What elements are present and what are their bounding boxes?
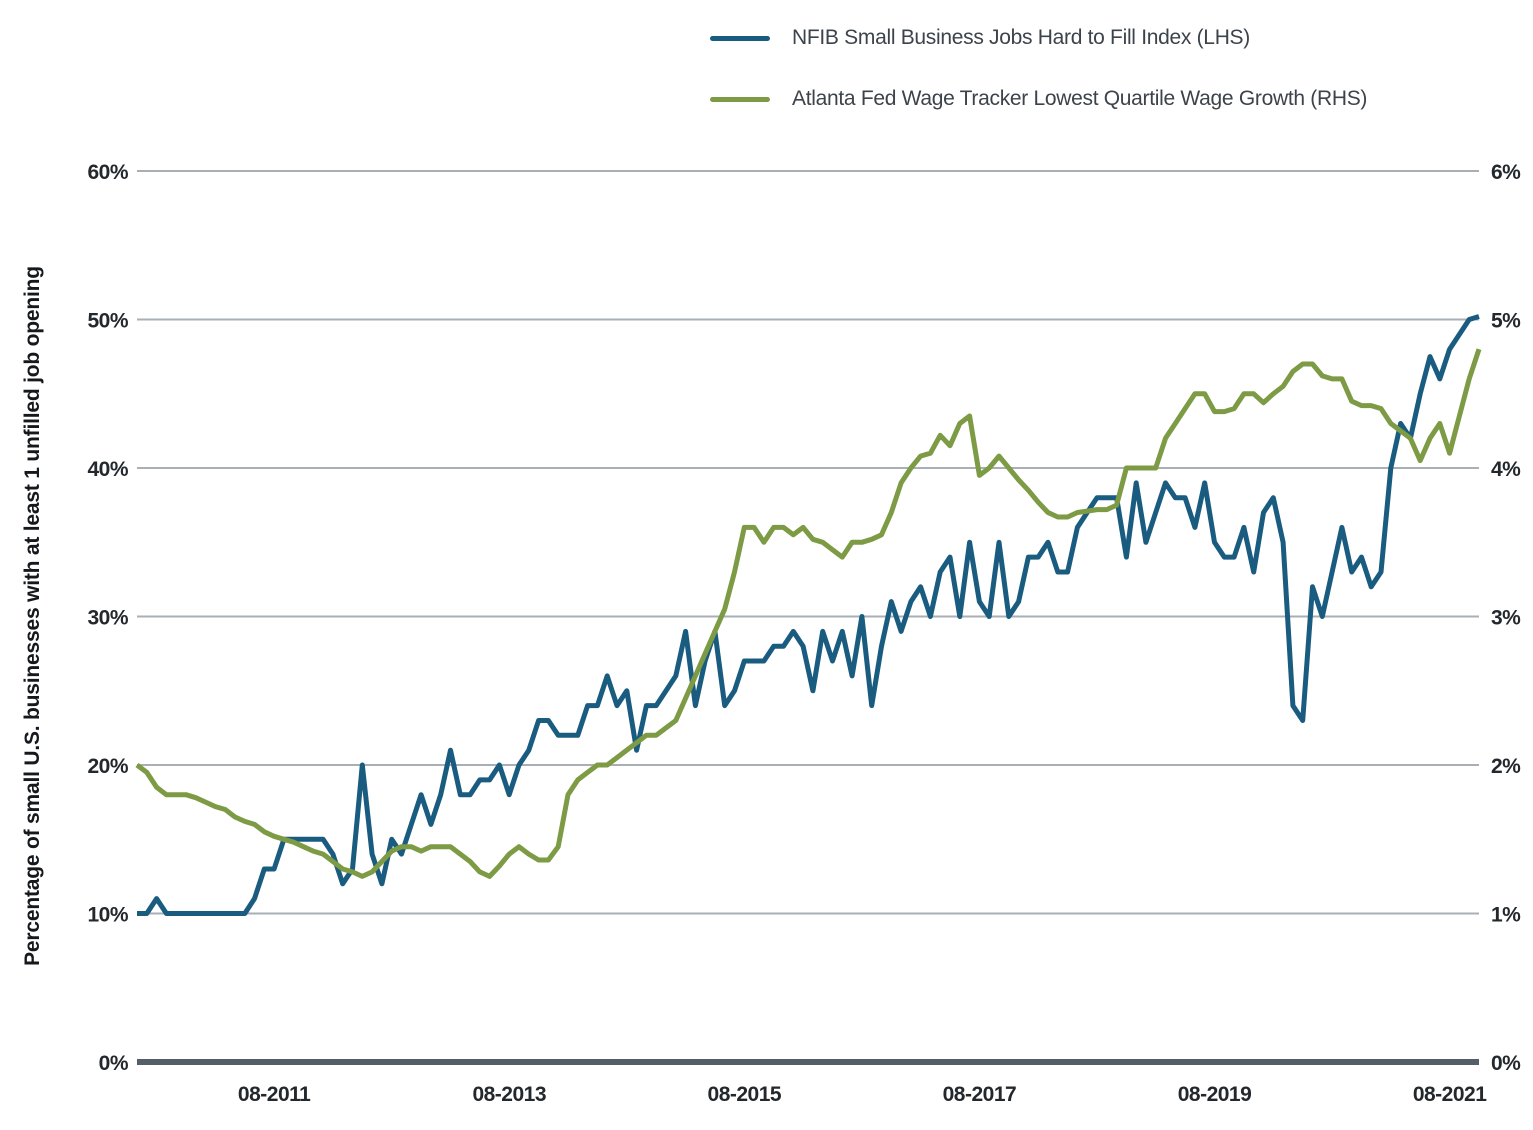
wage-tracker-series-line: [135, 348, 1482, 879]
right-axis-tick-label: 5%: [1491, 310, 1521, 333]
right-axis-tick-label: 3%: [1491, 607, 1521, 630]
right-axis-tick-label: 4%: [1491, 458, 1521, 481]
x-axis-tick-label: 08-2011: [238, 1083, 311, 1106]
right-axis-tick-label: 0%: [1491, 1052, 1521, 1075]
x-axis-tick-label: 08-2019: [1178, 1083, 1252, 1106]
left-axis-tick-label: 10%: [87, 904, 128, 927]
left-axis-tick-label: 30%: [87, 607, 128, 630]
legend-label-nfib: NFIB Small Business Jobs Hard to Fill In…: [792, 26, 1250, 49]
legend-item-nfib: NFIB Small Business Jobs Hard to Fill In…: [710, 26, 1367, 50]
nfib-series-line: [137, 314, 1480, 916]
x-axis-tick-label: 08-2015: [708, 1083, 782, 1106]
legend-label-wage-tracker: Atlanta Fed Wage Tracker Lowest Quartile…: [792, 87, 1368, 110]
left-axis-tick-label: 60%: [87, 161, 128, 184]
left-axis-tick-label: 20%: [87, 755, 128, 778]
left-axis-tick-label: 0%: [99, 1052, 129, 1075]
right-axis-tick-label: 2%: [1491, 755, 1521, 778]
legend: NFIB Small Business Jobs Hard to Fill In…: [710, 26, 1367, 111]
left-axis-tick-label: 40%: [87, 458, 128, 481]
left-axis-tick-label: 50%: [87, 310, 128, 333]
right-axis-tick-label: 6%: [1491, 161, 1521, 184]
right-axis-tick-label: 1%: [1491, 904, 1521, 927]
x-axis-tick-label: 08-2021: [1413, 1083, 1487, 1106]
wage-tracker-line-swatch: [710, 96, 770, 102]
legend-item-wage-tracker: Atlanta Fed Wage Tracker Lowest Quartile…: [710, 87, 1367, 111]
nfib-line-swatch: [710, 35, 770, 41]
x-axis-tick-label: 08-2013: [472, 1083, 546, 1106]
x-axis-tick-label: 08-2017: [943, 1083, 1017, 1106]
